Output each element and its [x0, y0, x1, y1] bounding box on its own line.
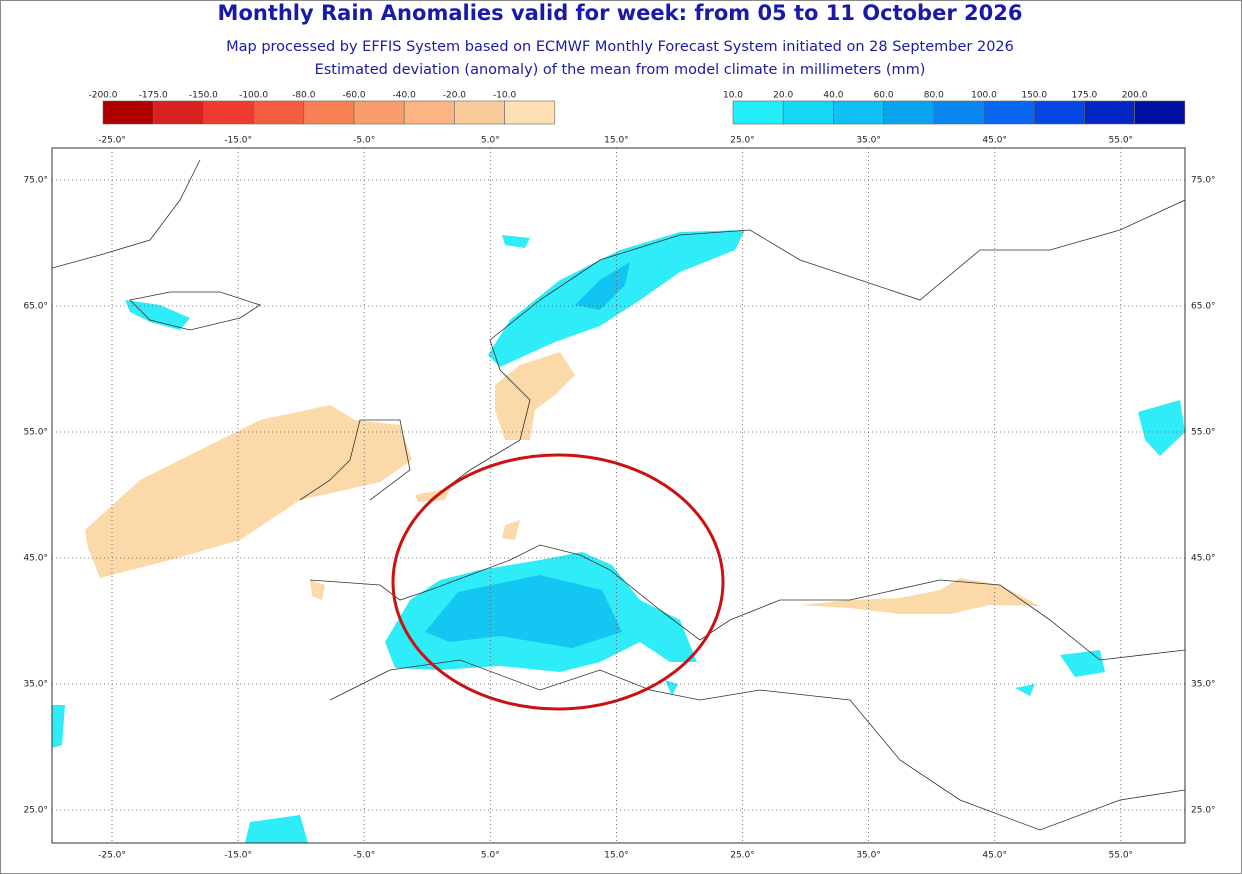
anomaly-area [85, 405, 412, 578]
lat-label: 55.0° [23, 428, 48, 438]
legend-swatch [504, 100, 556, 125]
graticule [52, 148, 1185, 843]
legend-label: -100.0 [239, 91, 268, 101]
coastline [309, 544, 1185, 831]
legend: -200.0 -175.0 -150.0 -100.0 -80.0 -60.0 -40.0 -… [88, 91, 1186, 125]
legend-label: 150.0 [1021, 91, 1047, 101]
legend-swatch [1084, 100, 1135, 125]
anomaly-area [425, 575, 622, 648]
lat-label: 65.0° [1191, 302, 1216, 312]
legend-label: 20.0 [773, 91, 793, 101]
legend-label: 175.0 [1072, 91, 1098, 101]
legend-swatch [933, 100, 985, 125]
lon-label: 15.0° [604, 851, 629, 861]
legend-label: -40.0 [393, 91, 417, 101]
highlight-circle [391, 453, 725, 711]
legend-label: -10.0 [493, 91, 517, 101]
lat-label: 75.0° [1191, 176, 1216, 186]
legend-swatch [102, 100, 154, 125]
legend-label: 40.0 [823, 91, 843, 101]
lat-label: 25.0° [1191, 806, 1216, 816]
coastline [52, 159, 1185, 501]
lon-label: 45.0° [982, 136, 1007, 146]
map [52, 159, 1185, 843]
anomaly-area [495, 352, 575, 440]
legend-label: -175.0 [139, 91, 168, 101]
legend-swatch [732, 100, 784, 125]
lon-label: 5.0° [481, 136, 500, 146]
lon-label: 15.0° [604, 136, 629, 146]
legend-swatch [253, 100, 305, 125]
lon-label: -15.0° [224, 851, 252, 861]
anomaly-area [125, 300, 190, 330]
legend-swatch [1033, 100, 1085, 125]
lat-label: 75.0° [23, 176, 48, 186]
legend-swatch [353, 100, 405, 125]
legend-swatch [883, 100, 935, 125]
legend-label: -80.0 [292, 91, 316, 101]
legend-label: -60.0 [342, 91, 366, 101]
lon-label: -5.0° [353, 851, 375, 861]
legend-swatch [1134, 100, 1186, 125]
legend-swatch [782, 100, 834, 125]
legend-label: -20.0 [443, 91, 467, 101]
legend-swatch [454, 100, 505, 125]
subtitle: Map processed by EFFIS System based on E… [226, 39, 1014, 55]
lat-label: 55.0° [1191, 428, 1216, 438]
lon-label: -15.0° [224, 136, 252, 146]
lon-label: -25.0° [98, 136, 126, 146]
legend-swatch [983, 100, 1035, 125]
legend-label: 80.0 [924, 91, 944, 101]
legend-label: 100.0 [971, 91, 997, 101]
legend-swatch [833, 100, 884, 125]
lat-label: 35.0° [1191, 680, 1216, 690]
lat-label: 45.0° [1191, 554, 1216, 564]
legend-label: -200.0 [88, 91, 117, 101]
legend-swatch [403, 100, 455, 125]
legend-label: 60.0 [874, 91, 894, 101]
legend-swatch [152, 100, 204, 125]
anomaly-area [800, 578, 1040, 614]
anomaly-area [575, 262, 630, 310]
subtitle: Estimated deviation (anomaly) of the mea… [315, 62, 926, 78]
legend-swatch [203, 100, 254, 125]
legend-label: 10.0 [723, 91, 743, 101]
lon-label: 55.0° [1109, 136, 1134, 146]
lat-label: 45.0° [23, 554, 48, 564]
lon-label: -5.0° [353, 136, 375, 146]
legend-label: -150.0 [189, 91, 218, 101]
legend-swatch [303, 100, 355, 125]
lon-label: 35.0° [856, 851, 881, 861]
legend-label: 200.0 [1122, 91, 1148, 101]
lat-label: 35.0° [23, 680, 48, 690]
lon-label: 25.0° [730, 851, 755, 861]
title: Monthly Rain Anomalies valid for week: f… [218, 1, 1023, 25]
lat-label: 25.0° [23, 806, 48, 816]
lon-label: -25.0° [98, 851, 126, 861]
lon-label: 25.0° [730, 136, 755, 146]
lon-label: 5.0° [481, 851, 500, 861]
lat-label: 65.0° [23, 302, 48, 312]
map-frame [51, 147, 1186, 844]
lon-label: 35.0° [856, 136, 881, 146]
lon-label: 45.0° [982, 851, 1007, 861]
anomaly-area [488, 230, 745, 367]
lon-label: 55.0° [1109, 851, 1134, 861]
coastline [129, 291, 261, 331]
